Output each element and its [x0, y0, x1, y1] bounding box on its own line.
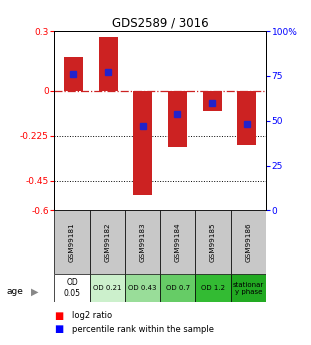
Bar [99, 37, 118, 91]
Text: GSM99181: GSM99181 [69, 223, 75, 262]
Bar [54, 210, 90, 274]
Bar [125, 274, 160, 302]
Bar [125, 210, 160, 274]
Text: OD 0.43: OD 0.43 [128, 285, 157, 291]
Text: ▶: ▶ [31, 287, 39, 296]
Bar [231, 274, 266, 302]
Bar [195, 274, 231, 302]
Bar [54, 274, 90, 302]
Bar [90, 210, 125, 274]
Text: GSM99183: GSM99183 [140, 223, 146, 262]
Bar [90, 274, 125, 302]
Text: OD 0.7: OD 0.7 [166, 285, 190, 291]
Text: GSM99185: GSM99185 [210, 223, 216, 262]
Bar [203, 91, 222, 111]
Bar [160, 210, 195, 274]
Text: percentile rank within the sample: percentile rank within the sample [72, 325, 214, 334]
Text: GSM99186: GSM99186 [245, 223, 251, 262]
Bar [64, 57, 83, 91]
Bar [133, 91, 152, 195]
Text: log2 ratio: log2 ratio [72, 311, 112, 320]
Text: OD
0.05: OD 0.05 [63, 278, 81, 298]
Bar [195, 210, 231, 274]
Text: GSM99182: GSM99182 [104, 223, 110, 262]
Text: OD 1.2: OD 1.2 [201, 285, 225, 291]
Text: ■: ■ [54, 325, 64, 334]
Text: age: age [6, 287, 23, 296]
Bar [160, 274, 195, 302]
Bar [168, 91, 187, 147]
Text: stationar
y phase: stationar y phase [233, 282, 264, 295]
Text: OD 0.21: OD 0.21 [93, 285, 122, 291]
Title: GDS2589 / 3016: GDS2589 / 3016 [112, 17, 208, 30]
Text: ■: ■ [54, 311, 64, 321]
Bar [237, 91, 256, 145]
Text: GSM99184: GSM99184 [175, 223, 181, 262]
Bar [231, 210, 266, 274]
